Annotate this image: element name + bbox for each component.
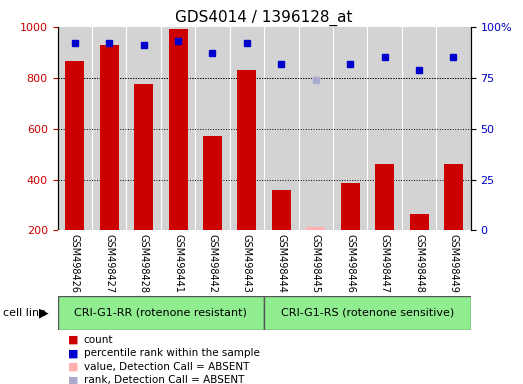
Text: GSM498443: GSM498443 [242, 233, 252, 293]
Text: ■: ■ [68, 362, 78, 372]
Text: GSM498427: GSM498427 [104, 233, 114, 293]
Bar [410, 214, 428, 230]
Text: count: count [84, 335, 113, 345]
Text: GSM498445: GSM498445 [311, 233, 321, 293]
Text: GSM498447: GSM498447 [380, 233, 390, 293]
Text: ■: ■ [68, 335, 78, 345]
Bar [168, 30, 188, 230]
Bar [340, 183, 360, 230]
Text: GSM498449: GSM498449 [449, 233, 459, 293]
Text: CRI-G1-RS (rotenone sensitive): CRI-G1-RS (rotenone sensitive) [281, 308, 454, 318]
Bar [100, 45, 119, 230]
Bar [444, 164, 463, 230]
Text: GSM498448: GSM498448 [414, 233, 424, 293]
Text: GSM498441: GSM498441 [173, 233, 183, 293]
Text: ■: ■ [68, 375, 78, 384]
Text: GSM498442: GSM498442 [208, 233, 218, 293]
Bar [65, 61, 84, 230]
Bar [134, 84, 153, 230]
Text: GSM498444: GSM498444 [276, 233, 286, 293]
Text: GSM498446: GSM498446 [345, 233, 355, 293]
Bar [237, 70, 256, 230]
Bar [306, 227, 325, 230]
Bar [272, 190, 291, 230]
Text: GSM498426: GSM498426 [70, 233, 79, 293]
FancyBboxPatch shape [58, 296, 264, 330]
FancyBboxPatch shape [264, 296, 471, 330]
Text: value, Detection Call = ABSENT: value, Detection Call = ABSENT [84, 362, 249, 372]
Title: GDS4014 / 1396128_at: GDS4014 / 1396128_at [175, 9, 353, 25]
Text: CRI-G1-RR (rotenone resistant): CRI-G1-RR (rotenone resistant) [74, 308, 247, 318]
Text: rank, Detection Call = ABSENT: rank, Detection Call = ABSENT [84, 375, 244, 384]
Text: ■: ■ [68, 348, 78, 358]
Bar [375, 164, 394, 230]
Bar [203, 136, 222, 230]
Text: ▶: ▶ [39, 306, 49, 319]
Text: GSM498428: GSM498428 [139, 233, 149, 293]
Text: percentile rank within the sample: percentile rank within the sample [84, 348, 259, 358]
Text: cell line: cell line [3, 308, 46, 318]
